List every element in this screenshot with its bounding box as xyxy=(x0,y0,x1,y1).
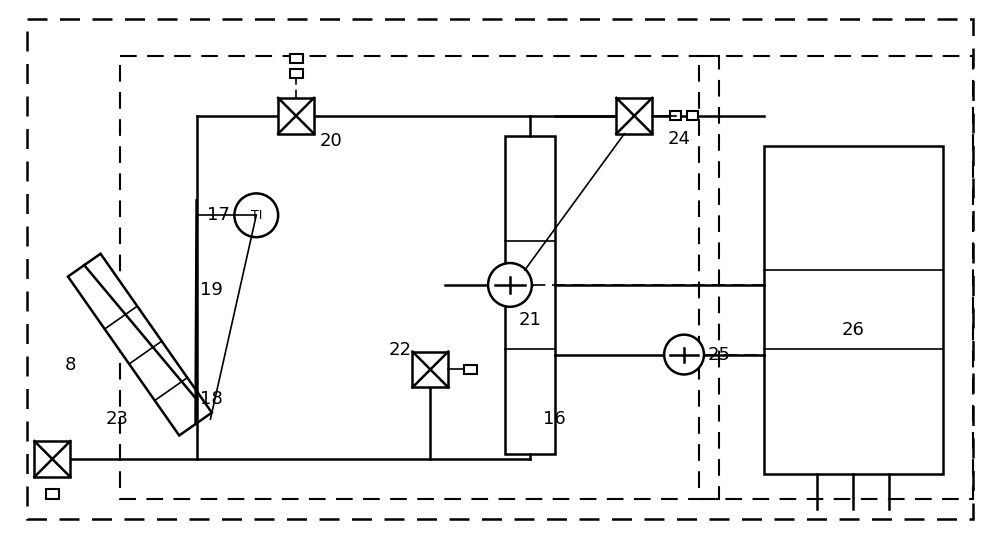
Text: 20: 20 xyxy=(320,132,342,150)
Text: TI: TI xyxy=(251,209,262,222)
Circle shape xyxy=(234,193,278,237)
Polygon shape xyxy=(616,98,652,134)
Text: 22: 22 xyxy=(389,340,412,359)
Bar xyxy=(46,489,59,499)
Text: 23: 23 xyxy=(105,410,128,428)
Bar xyxy=(764,146,943,474)
Bar xyxy=(505,136,555,454)
Polygon shape xyxy=(68,254,212,436)
Bar xyxy=(464,365,477,374)
Circle shape xyxy=(488,263,532,307)
Text: 19: 19 xyxy=(200,281,223,299)
Text: 16: 16 xyxy=(543,410,566,428)
Text: 24: 24 xyxy=(668,129,691,148)
Text: 17: 17 xyxy=(207,206,229,224)
Polygon shape xyxy=(412,352,448,387)
Bar xyxy=(670,111,681,120)
Text: 26: 26 xyxy=(842,321,865,339)
Bar xyxy=(290,69,303,78)
Text: 18: 18 xyxy=(200,390,223,408)
Text: 25: 25 xyxy=(707,345,730,364)
Text: 8: 8 xyxy=(65,355,76,374)
Polygon shape xyxy=(34,441,70,477)
Text: 21: 21 xyxy=(518,311,541,329)
Polygon shape xyxy=(278,98,314,134)
Bar xyxy=(687,111,698,120)
Circle shape xyxy=(664,335,704,374)
Bar xyxy=(290,54,303,63)
